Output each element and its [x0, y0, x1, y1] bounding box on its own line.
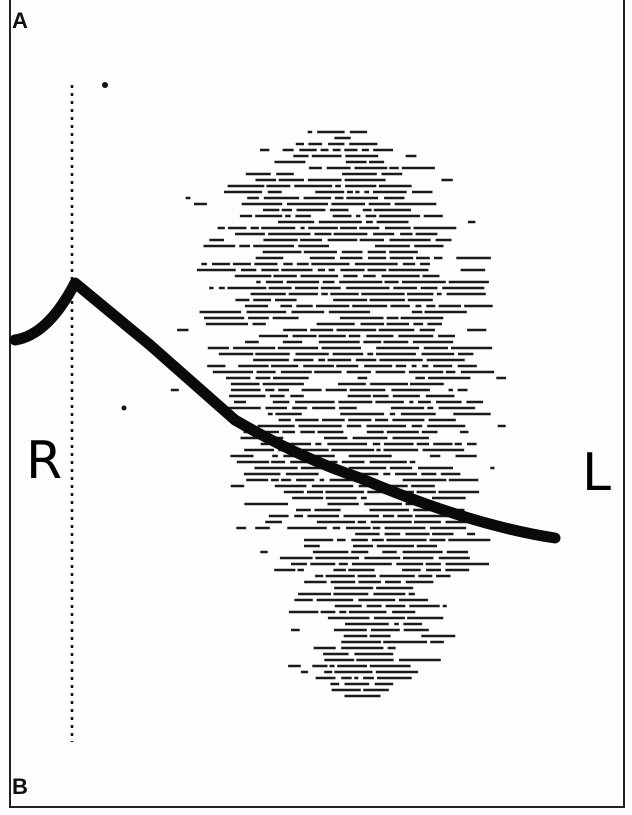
side-label: L	[582, 443, 611, 503]
trace-curve	[9, 277, 561, 544]
frame	[9, 0, 625, 808]
marker-dot	[121, 405, 127, 411]
scan-texture	[170, 130, 507, 698]
panel-label: A	[12, 8, 28, 33]
marker-dot	[102, 82, 108, 88]
side-label: R	[26, 431, 62, 491]
panel-label: B	[12, 774, 28, 799]
